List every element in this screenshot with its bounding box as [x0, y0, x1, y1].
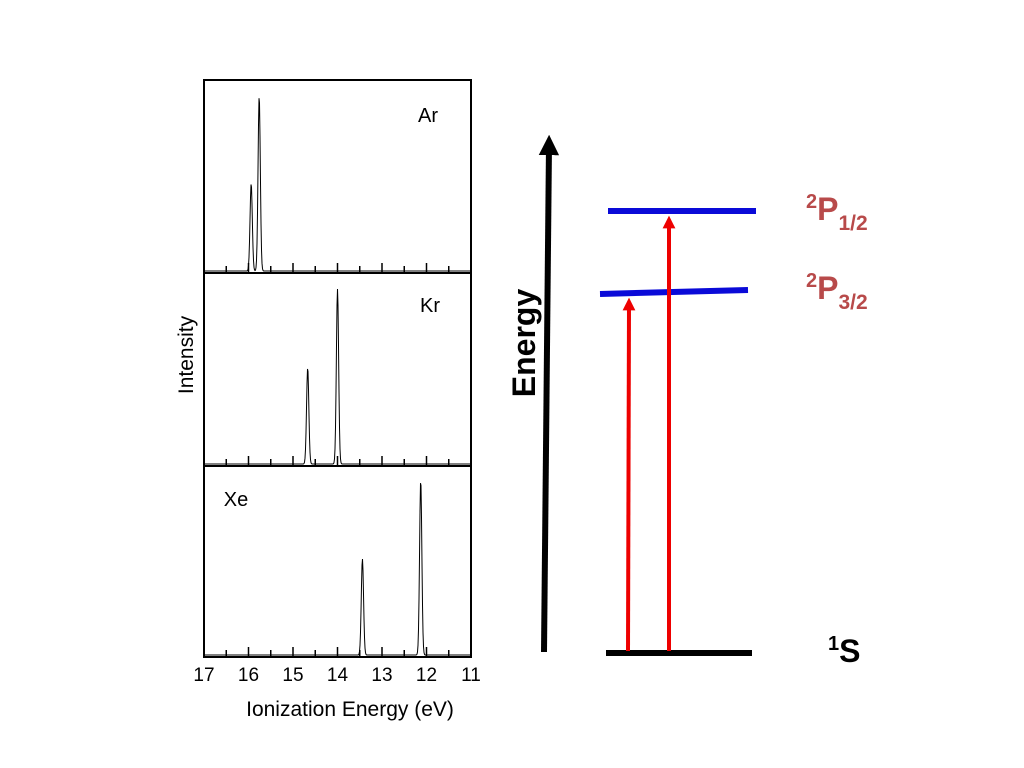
x-tick-label: 11 [461, 665, 481, 686]
transition-arrow-1s-to-2p-3-2 [622, 297, 636, 652]
x-tick-label: 16 [238, 665, 259, 686]
panel-ar: Ar [203, 79, 472, 274]
term-subscript: 3/2 [838, 291, 867, 314]
panel-label-xe: Xe [224, 489, 248, 511]
energy-axis-arrow [538, 134, 560, 653]
panel-frame [203, 465, 472, 658]
energy-axis-label: Energy [506, 289, 542, 398]
term-symbol-1s: 1S [828, 633, 860, 669]
x-axis-title: Ionization Energy (eV) [246, 698, 454, 721]
spectrum-trace-xe [205, 482, 470, 656]
spectrum-trace-ar [205, 98, 470, 272]
term-subscript: 1/2 [838, 212, 867, 235]
x-tick-labels: 17 16 15 14 13 12 11 [193, 665, 480, 686]
spectrum-trace-kr [205, 288, 470, 465]
x-tick-label: 14 [327, 665, 349, 686]
panel-xe: Xe [203, 465, 472, 658]
y-axis-title: Intensity [175, 315, 198, 394]
term-superscript: 2 [806, 191, 817, 213]
term-symbol-2p-3-2: 2P3/2 [806, 270, 868, 314]
term-symbol-2p-1-2: 2P1/2 [806, 191, 868, 235]
x-tick-label: 15 [282, 665, 303, 686]
panel-kr: Kr [203, 272, 472, 467]
x-tick-label: 17 [193, 665, 214, 686]
term-letter: P [817, 270, 838, 306]
spectra-panels: Ar Kr Xe [203, 79, 472, 658]
term-letter: P [817, 191, 838, 227]
x-tick-label: 13 [371, 665, 392, 686]
term-superscript: 1 [828, 633, 839, 655]
panel-label-kr: Kr [420, 295, 440, 317]
panel-label-ar: Ar [418, 105, 438, 127]
level-2p-3-2 [599, 287, 749, 297]
term-superscript: 2 [806, 270, 817, 292]
term-letter: S [839, 633, 860, 669]
x-tick-label: 12 [416, 665, 437, 686]
